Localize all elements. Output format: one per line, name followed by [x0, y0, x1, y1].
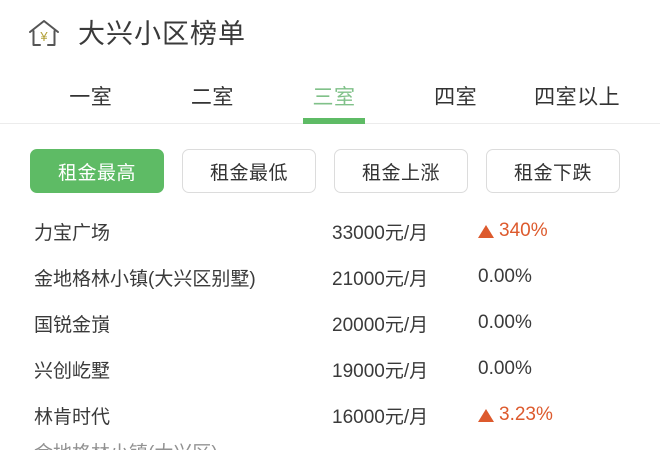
tab-4-room[interactable]: 四室 [395, 68, 517, 123]
community-price: 19000元/月 [332, 360, 429, 382]
change-value: 3.23% [499, 404, 553, 425]
community-change: 0.00% [478, 312, 660, 334]
table-row[interactable]: 兴创屹墅 19000元/月 0.00% [0, 346, 660, 392]
ranking-list: 力宝广场 33000元/月 340% 金地格林小镇(大兴区别墅) 21000元/… [0, 200, 660, 450]
tab-1-room[interactable]: 一室 [30, 68, 152, 123]
house-yuan-icon: ¥ [29, 20, 59, 46]
tab-label: 三室 [312, 85, 356, 109]
community-name: 兴创屹墅 [34, 360, 111, 382]
community-change: 3.23% [478, 404, 660, 426]
tab-label: 一室 [69, 85, 113, 109]
community-name: 国锐金嵿 [34, 314, 111, 336]
community-price: 16000元/月 [332, 406, 429, 428]
community-change: 0.00% [478, 266, 660, 288]
community-price: 20000元/月 [332, 314, 429, 336]
room-type-tabs: 一室 二室 三室 四室 四室以上 [0, 68, 660, 124]
community-price: 33000元/月 [332, 222, 429, 244]
change-value: 0.00% [478, 358, 532, 379]
change-value: 340% [499, 220, 548, 241]
filter-rent-highest[interactable]: 租金最高 [30, 149, 164, 193]
tab-3-room[interactable]: 三室 [273, 68, 395, 123]
community-name: 林肯时代 [34, 406, 111, 428]
community-price: 21000元/月 [332, 268, 429, 290]
change-value: 0.00% [478, 266, 532, 287]
page-header: ¥ 大兴小区榜单 [0, 0, 660, 68]
community-change: 340% [478, 220, 660, 242]
community-change: 0.00% [478, 358, 660, 380]
table-row[interactable]: 林肯时代 16000元/月 3.23% [0, 392, 660, 438]
page-title: 大兴小区榜单 [78, 18, 246, 49]
community-name: 金地格林小镇(大兴区别墅) [34, 268, 256, 290]
arrow-up-icon [478, 408, 494, 422]
filter-rent-falling[interactable]: 租金下跌 [486, 149, 620, 193]
filter-rent-lowest[interactable]: 租金最低 [182, 149, 316, 193]
community-name: 力宝广场 [34, 222, 111, 244]
tab-label: 四室以上 [534, 85, 621, 109]
tab-4-plus-room[interactable]: 四室以上 [516, 68, 638, 123]
sort-filter-bar: 租金最高 租金最低 租金上涨 租金下跌 [0, 124, 660, 200]
tab-label: 四室 [434, 85, 478, 109]
tab-label: 二室 [190, 85, 234, 109]
tab-2-room[interactable]: 二室 [152, 68, 274, 123]
table-row[interactable]: 国锐金嵿 20000元/月 0.00% [0, 300, 660, 346]
table-row[interactable]: 金地格林小镇(大兴区别墅) 21000元/月 0.00% [0, 254, 660, 300]
svg-text:¥: ¥ [39, 29, 48, 44]
filter-rent-rising[interactable]: 租金上涨 [334, 149, 468, 193]
arrow-up-icon [478, 224, 494, 238]
change-value: 0.00% [478, 312, 532, 333]
table-row[interactable]: 力宝广场 33000元/月 340% [0, 208, 660, 254]
clipped-next-row: 金地格林小镇(大兴区) [0, 438, 660, 450]
